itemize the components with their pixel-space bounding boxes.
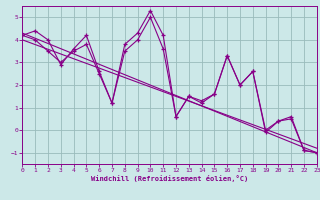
X-axis label: Windchill (Refroidissement éolien,°C): Windchill (Refroidissement éolien,°C) <box>91 175 248 182</box>
